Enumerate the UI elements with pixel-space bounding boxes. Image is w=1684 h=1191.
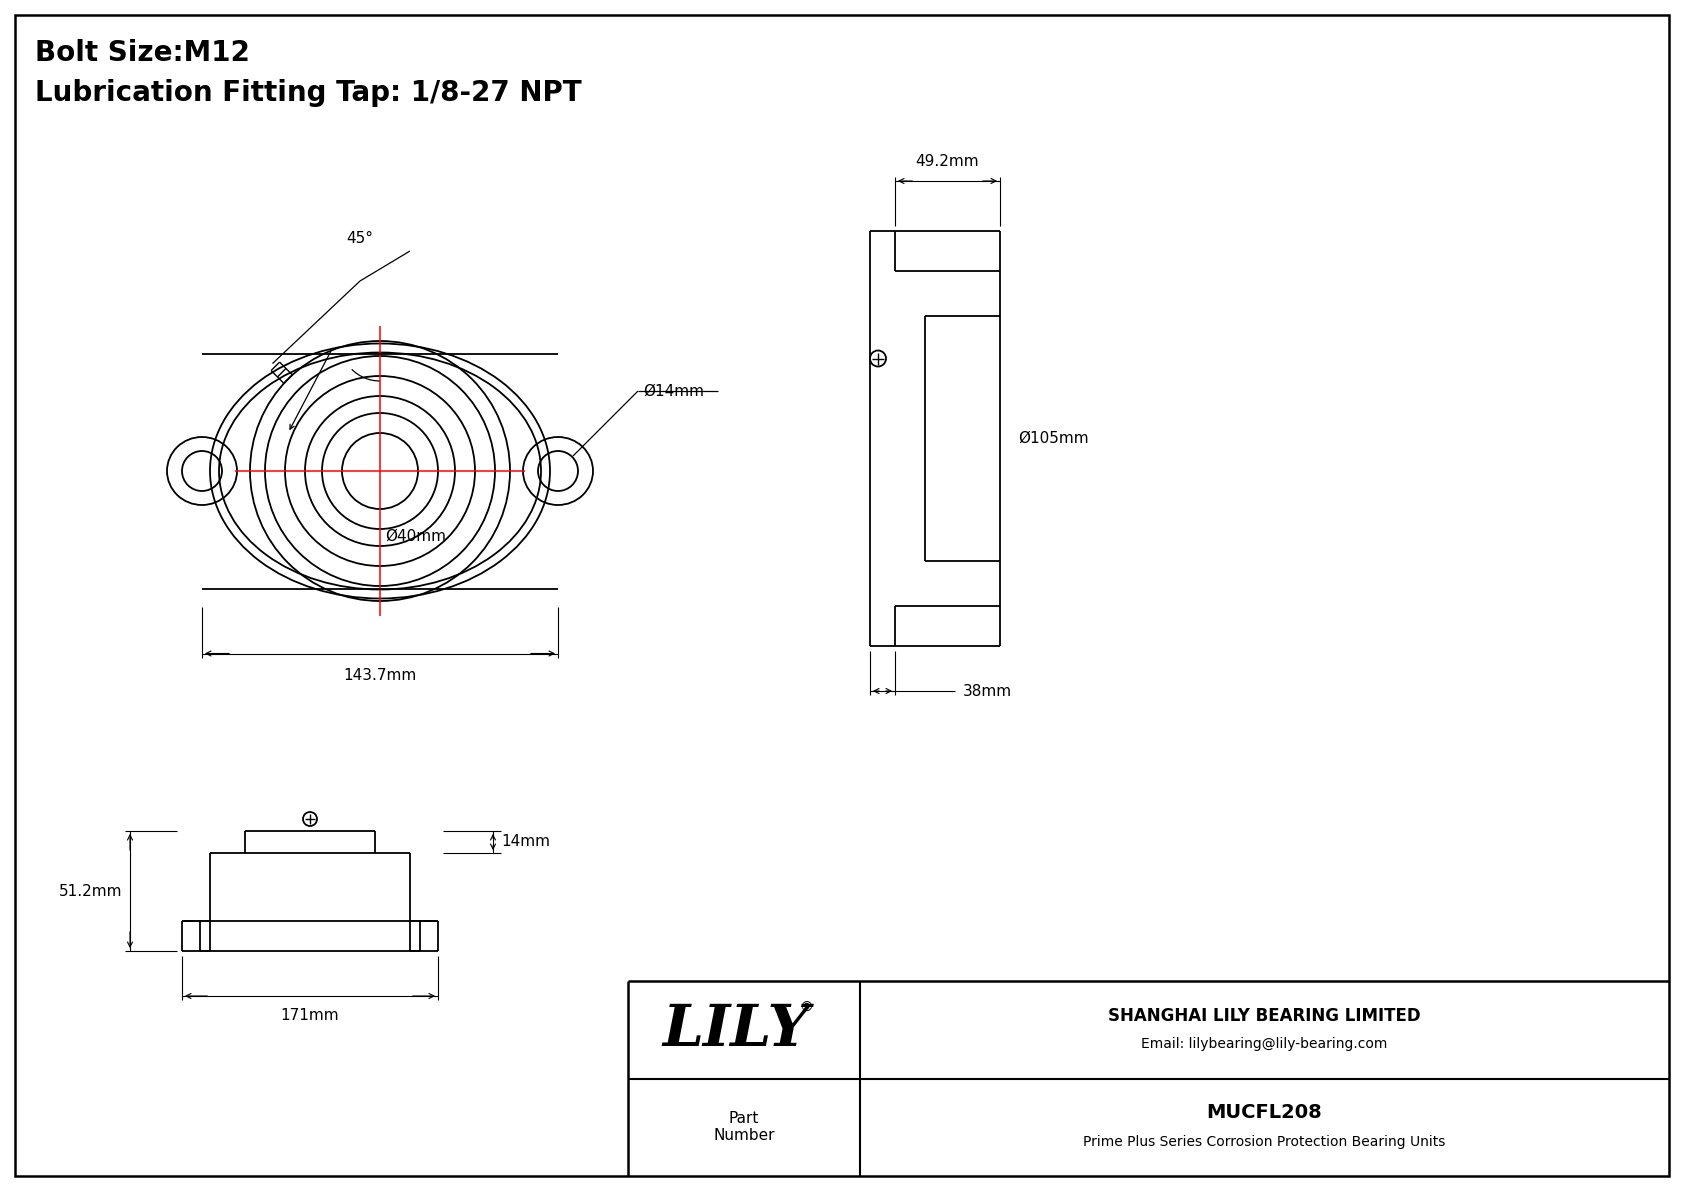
Text: 45°: 45° (347, 231, 374, 247)
Text: Part
Number: Part Number (714, 1111, 775, 1143)
Text: SHANGHAI LILY BEARING LIMITED: SHANGHAI LILY BEARING LIMITED (1108, 1006, 1421, 1024)
Text: 143.7mm: 143.7mm (344, 667, 416, 682)
Text: Ø105mm: Ø105mm (1019, 431, 1088, 445)
Text: MUCFL208: MUCFL208 (1207, 1103, 1322, 1122)
Text: Ø40mm: Ø40mm (386, 529, 446, 544)
Text: Prime Plus Series Corrosion Protection Bearing Units: Prime Plus Series Corrosion Protection B… (1083, 1135, 1445, 1149)
Text: Ø14mm: Ø14mm (643, 384, 704, 399)
Text: Lubrication Fitting Tap: 1/8-27 NPT: Lubrication Fitting Tap: 1/8-27 NPT (35, 79, 581, 107)
Text: 51.2mm: 51.2mm (59, 884, 121, 898)
Text: ®: ® (800, 1000, 813, 1015)
Text: 38mm: 38mm (963, 684, 1012, 698)
Text: LILY: LILY (662, 1002, 810, 1058)
Text: 49.2mm: 49.2mm (916, 154, 980, 169)
Text: 171mm: 171mm (281, 1008, 338, 1023)
Text: Bolt Size:M12: Bolt Size:M12 (35, 39, 249, 67)
Text: 14mm: 14mm (502, 835, 551, 849)
Text: Email: lilybearing@lily-bearing.com: Email: lilybearing@lily-bearing.com (1142, 1036, 1388, 1050)
